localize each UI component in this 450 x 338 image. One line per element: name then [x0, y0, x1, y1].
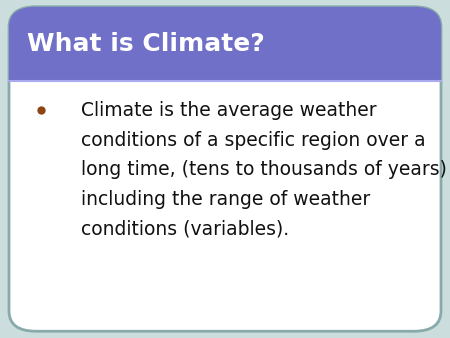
Text: conditions of a specific region over a: conditions of a specific region over a — [81, 131, 426, 150]
Text: long time, (tens to thousands of years): long time, (tens to thousands of years) — [81, 160, 447, 179]
Text: conditions (variables).: conditions (variables). — [81, 219, 289, 238]
FancyBboxPatch shape — [9, 7, 441, 331]
FancyBboxPatch shape — [9, 7, 441, 81]
Bar — [9, 48, 441, 81]
Text: Climate is the average weather: Climate is the average weather — [81, 101, 377, 120]
Text: What is Climate?: What is Climate? — [27, 32, 265, 56]
Text: including the range of weather: including the range of weather — [81, 190, 370, 209]
